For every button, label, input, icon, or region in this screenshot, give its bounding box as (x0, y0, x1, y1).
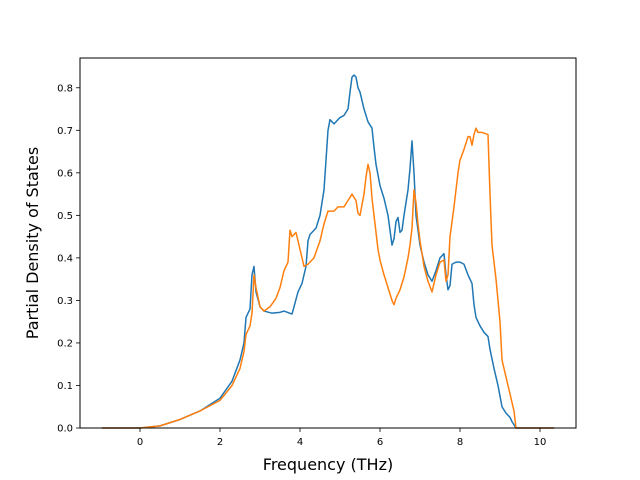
y-tick-label: 0.2 (57, 338, 73, 349)
x-tick-label: 6 (377, 437, 383, 448)
x-axis-ticks: 0 2 4 6 8 10 (137, 428, 547, 448)
axes-frame (79, 57, 577, 429)
x-tick-label: 4 (297, 437, 303, 448)
y-tick-label: 0.8 (57, 83, 73, 94)
y-tick-label: 0.6 (57, 168, 73, 179)
y-tick-label: 0.5 (57, 211, 73, 222)
y-tick-label: 0.7 (57, 126, 73, 137)
series-line-2 (102, 127, 554, 429)
y-tick-label: 0.1 (57, 381, 73, 392)
y-tick-label: 0.0 (57, 424, 73, 435)
x-tick-label: 8 (457, 437, 463, 448)
y-tick-label: 0.4 (57, 253, 73, 264)
y-axis-ticks: 0.0 0.1 0.2 0.3 0.4 0.5 0.6 0.7 0.8 (57, 83, 80, 435)
x-axis-label: Frequency (THz) (263, 455, 393, 474)
x-tick-label: 10 (534, 437, 547, 448)
series-layer (102, 74, 554, 429)
x-tick-label: 0 (137, 437, 143, 448)
plot-area (79, 57, 577, 429)
series-line-1 (102, 74, 554, 429)
y-tick-label: 0.3 (57, 296, 73, 307)
x-tick-label: 2 (217, 437, 223, 448)
y-axis-label: Partial Density of States (23, 147, 42, 339)
